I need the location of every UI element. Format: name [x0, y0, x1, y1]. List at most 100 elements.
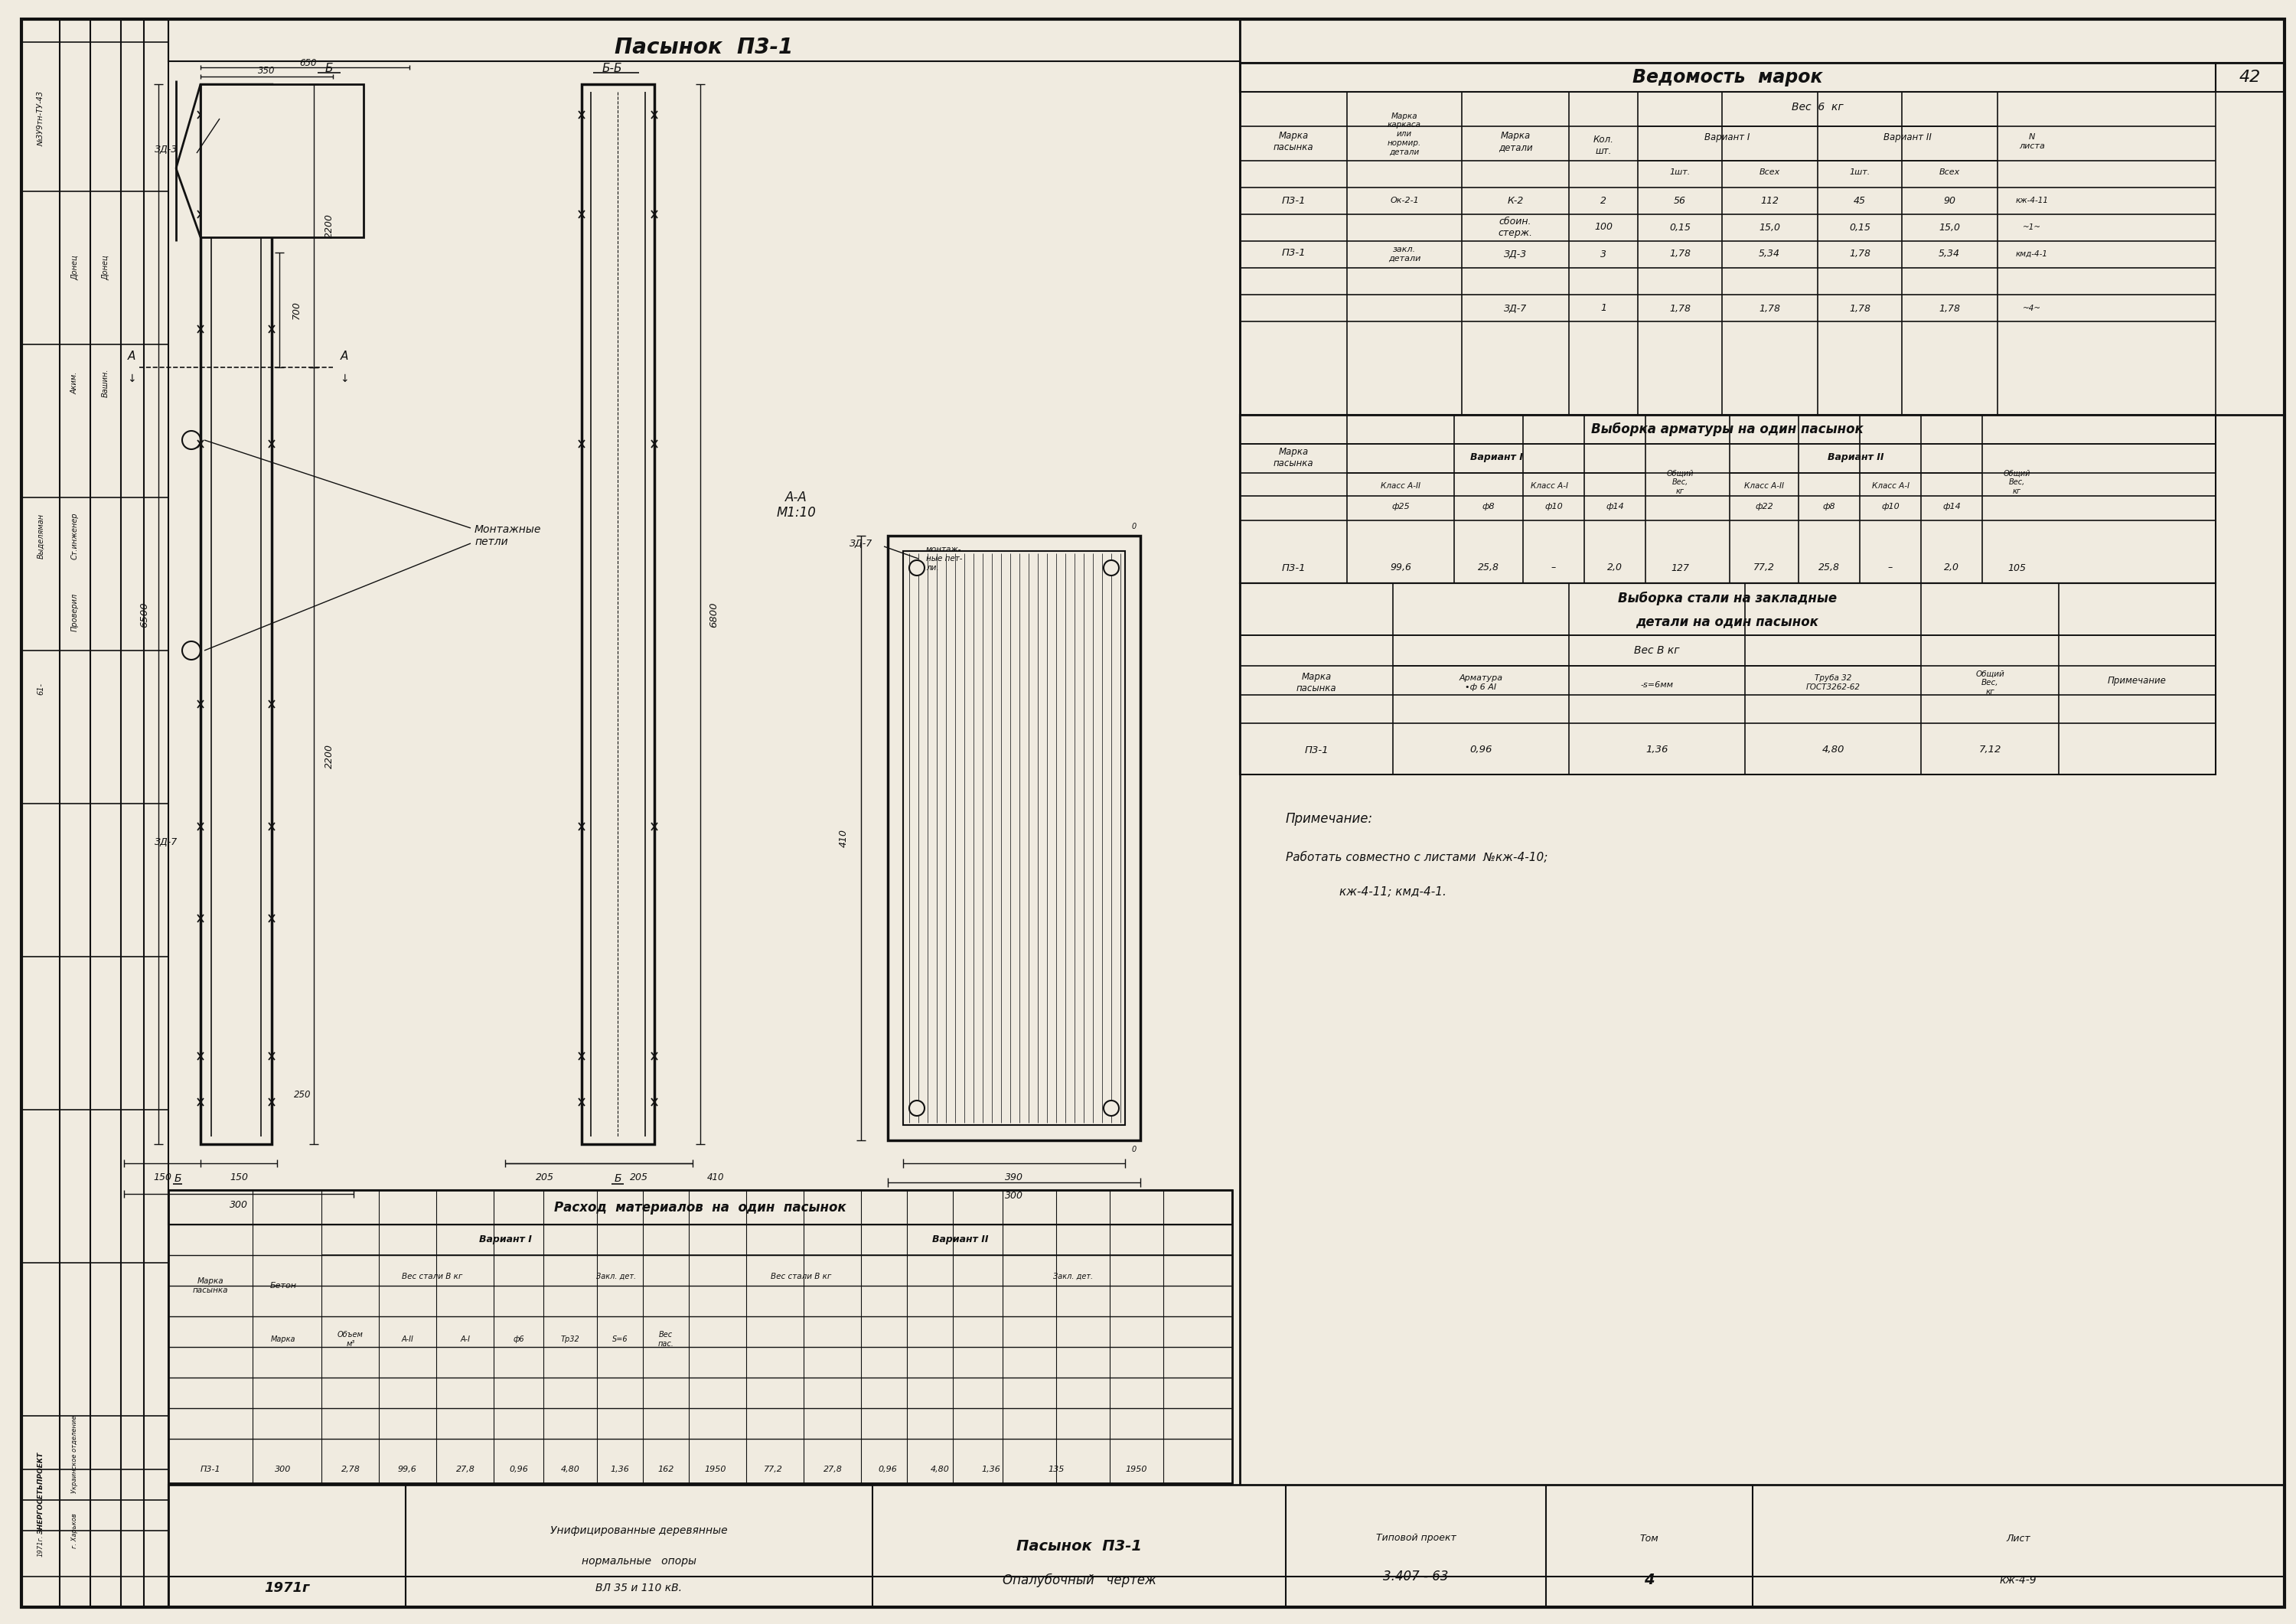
Text: 0,96: 0,96: [510, 1465, 528, 1473]
Text: 162: 162: [657, 1465, 675, 1473]
Text: Вес В кг: Вес В кг: [1635, 645, 1681, 656]
Text: Пасынок  П3-1: Пасынок П3-1: [615, 37, 794, 58]
Text: П3-1: П3-1: [1281, 564, 1306, 573]
Circle shape: [1104, 1101, 1118, 1116]
Text: 1,78: 1,78: [1669, 248, 1690, 260]
Text: Б: Б: [326, 63, 333, 75]
Text: ЗД-7: ЗД-7: [154, 836, 177, 846]
Text: 2200: 2200: [324, 213, 335, 239]
Text: г. Харьков: г. Харьков: [71, 1514, 78, 1548]
Text: Класс А-II: Класс А-II: [1380, 482, 1421, 490]
Text: 1,78: 1,78: [1669, 304, 1690, 313]
Text: 0,15: 0,15: [1669, 222, 1690, 232]
Text: 1,36: 1,36: [1646, 745, 1669, 755]
Bar: [2216, 63, 2285, 93]
Text: Выделяман: Выделяман: [37, 513, 44, 559]
Text: 0: 0: [1132, 523, 1137, 531]
Text: П3-1: П3-1: [1281, 195, 1306, 206]
Text: Класс А-II: Класс А-II: [1745, 482, 1784, 490]
Text: 61-: 61-: [37, 682, 44, 695]
Text: Закл. дет.: Закл. дет.: [597, 1273, 636, 1280]
Text: ф14: ф14: [1942, 503, 1961, 510]
Bar: [1240, 414, 2216, 443]
Bar: [1240, 583, 2216, 635]
Circle shape: [1104, 560, 1118, 575]
Text: 0,96: 0,96: [879, 1465, 898, 1473]
Text: Марка
пасынка: Марка пасынка: [193, 1278, 227, 1294]
Text: Вариант I: Вариант I: [1704, 133, 1750, 143]
Text: Том: Том: [1639, 1533, 1658, 1543]
Text: Всех: Всех: [1938, 169, 1961, 175]
Text: 1,36: 1,36: [611, 1465, 629, 1473]
Text: П3-1: П3-1: [1304, 745, 1329, 755]
Text: Расход  материалов  на  один  пасынок: Расход материалов на один пасынок: [553, 1200, 847, 1215]
Text: 1,78: 1,78: [1848, 248, 1871, 260]
Text: 4,80: 4,80: [1821, 745, 1844, 755]
Text: -s=6мм: -s=6мм: [1639, 680, 1674, 689]
Text: Общий
Вес,
кг: Общий Вес, кг: [2002, 469, 2030, 495]
Text: Тр32: Тр32: [560, 1335, 579, 1343]
Text: ↓: ↓: [340, 374, 349, 385]
Text: 0,96: 0,96: [1469, 745, 1492, 755]
Text: Проверил: Проверил: [71, 593, 78, 632]
Text: 700: 700: [292, 300, 301, 320]
Text: 150: 150: [230, 1173, 248, 1182]
Text: ~1~: ~1~: [2023, 224, 2041, 231]
Text: ЗД-7: ЗД-7: [850, 539, 872, 549]
Text: Класс А-I: Класс А-I: [1531, 482, 1568, 490]
Text: Типовой проект: Типовой проект: [1375, 1533, 1456, 1543]
Text: 6500: 6500: [140, 603, 149, 627]
Text: Ок-2-1: Ок-2-1: [1389, 197, 1419, 205]
Text: монтаж-
ные пет-
ли.: монтаж- ные пет- ли.: [925, 546, 962, 572]
Text: 112: 112: [1761, 195, 1779, 206]
Text: сбоин.
стерж.: сбоин. стерж.: [1497, 216, 1534, 239]
Text: 77,2: 77,2: [1754, 564, 1775, 573]
Text: 25,8: 25,8: [1479, 564, 1499, 573]
Text: Б: Б: [613, 1173, 622, 1184]
Text: 90: 90: [1942, 195, 1956, 206]
Text: Ведомость  марок: Ведомость марок: [1632, 68, 1823, 86]
Circle shape: [909, 1101, 925, 1116]
Text: Пасынок  П3-1: Пасынок П3-1: [1017, 1538, 1141, 1553]
Text: 4,80: 4,80: [560, 1465, 579, 1473]
Text: нормальные   опоры: нормальные опоры: [581, 1556, 696, 1567]
Bar: [1240, 583, 2216, 775]
Text: Бетон: Бетон: [271, 1281, 296, 1289]
Bar: [581, 84, 654, 1145]
Text: детали на один пасынок: детали на один пасынок: [1637, 614, 1818, 628]
Text: 105: 105: [2007, 564, 2025, 573]
Text: Выборка арматуры на один пасынок: Выборка арматуры на один пасынок: [1591, 422, 1864, 437]
Text: Вес
пас.: Вес пас.: [659, 1332, 673, 1348]
Text: 1,78: 1,78: [1759, 304, 1779, 313]
Text: ВЛ 35 и 110 кВ.: ВЛ 35 и 110 кВ.: [597, 1583, 682, 1593]
Text: 99,6: 99,6: [1389, 564, 1412, 573]
Text: Вариант I: Вариант I: [480, 1234, 530, 1244]
Text: Донец: Донец: [71, 255, 78, 281]
Bar: [168, 1484, 406, 1608]
Text: 300: 300: [276, 1465, 292, 1473]
Text: ЗД-3: ЗД-3: [154, 145, 177, 154]
Bar: [1240, 414, 2216, 583]
Text: кж-4-11: кж-4-11: [2016, 197, 2048, 205]
Text: 3.407 - 63: 3.407 - 63: [1382, 1570, 1449, 1583]
Text: 5,34: 5,34: [1938, 248, 1961, 260]
Text: Всех: Всех: [1759, 169, 1779, 175]
Text: Вариант II: Вариант II: [932, 1234, 990, 1244]
Text: 127: 127: [1671, 564, 1690, 573]
Text: 25,8: 25,8: [1818, 564, 1839, 573]
Text: 2,78: 2,78: [342, 1465, 360, 1473]
Text: 99,6: 99,6: [397, 1465, 416, 1473]
Text: Работать совместно с листами  №кж-4-10;: Работать совместно с листами №кж-4-10;: [1286, 851, 1548, 862]
Text: 1971г: 1971г: [264, 1582, 310, 1595]
Text: 77,2: 77,2: [765, 1465, 783, 1473]
Text: А: А: [129, 351, 135, 362]
Text: 0,15: 0,15: [1848, 222, 1871, 232]
Text: Выборка стали на закладные: Выборка стали на закладные: [1619, 591, 1837, 606]
Text: Вариант I: Вариант I: [1469, 451, 1522, 461]
Text: Вес  6  кг: Вес 6 кг: [1791, 102, 1844, 112]
Text: 5,34: 5,34: [1759, 248, 1779, 260]
Text: ф25: ф25: [1391, 503, 1410, 510]
Text: 1шт.: 1шт.: [1669, 169, 1690, 175]
Text: Общий
Вес,
кг: Общий Вес, кг: [1667, 469, 1694, 495]
Text: 1,78: 1,78: [1938, 304, 1961, 313]
